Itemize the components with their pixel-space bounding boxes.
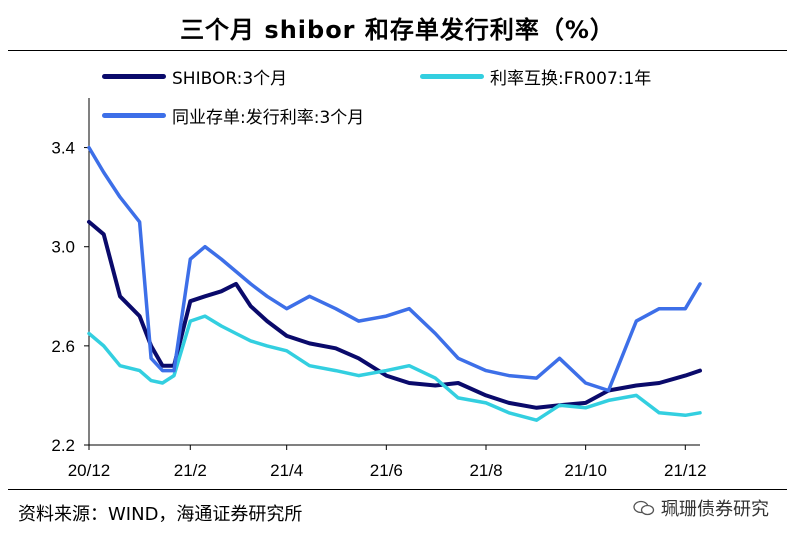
source-note: 资料来源：WIND，海通证券研究所	[18, 504, 303, 525]
legend-label-ncd: 同业存单:发行利率:3个月	[172, 108, 365, 128]
x-tick-label: 20/12	[68, 461, 111, 480]
y-tick-label: 2.2	[51, 436, 75, 455]
wechat-icon	[633, 500, 655, 516]
legend-label-repo: 利率互换:FR007:1年	[490, 69, 652, 89]
legend-item-ncd: 同业存单:发行利率:3个月	[102, 103, 364, 128]
y-tick-label: 3.4	[51, 139, 75, 158]
x-tick-label: 21/6	[370, 461, 403, 480]
x-tick-label: 21/4	[270, 461, 303, 480]
chart-title: 三个月 shibor 和存单发行利率（%）	[180, 16, 615, 44]
footer-rule	[8, 489, 787, 490]
legend-swatch-ncd	[102, 113, 166, 118]
legend-item-repo: 利率互换:FR007:1年	[420, 64, 651, 89]
title-rule	[8, 50, 787, 51]
legend-label-shibor: SHIBOR:3个月	[172, 69, 288, 89]
watermark-label: 珮珊债券研究	[661, 499, 769, 520]
legend-swatch-shibor	[102, 74, 166, 79]
series-line-ncd	[87, 145, 702, 393]
x-tick-label: 21/2	[174, 461, 207, 480]
x-tick-label: 21/12	[664, 461, 707, 480]
y-tick-label: 2.6	[51, 337, 75, 356]
y-tick-label: 3.0	[51, 238, 75, 257]
watermark: 珮珊债券研究	[633, 495, 769, 521]
series-line-shibor	[87, 219, 702, 410]
x-tick-label: 21/10	[564, 461, 607, 480]
x-tick-label: 21/8	[469, 461, 502, 480]
series-line-repo	[87, 314, 702, 422]
legend-item-shibor: SHIBOR:3个月	[102, 64, 287, 89]
legend-swatch-repo	[420, 74, 484, 79]
